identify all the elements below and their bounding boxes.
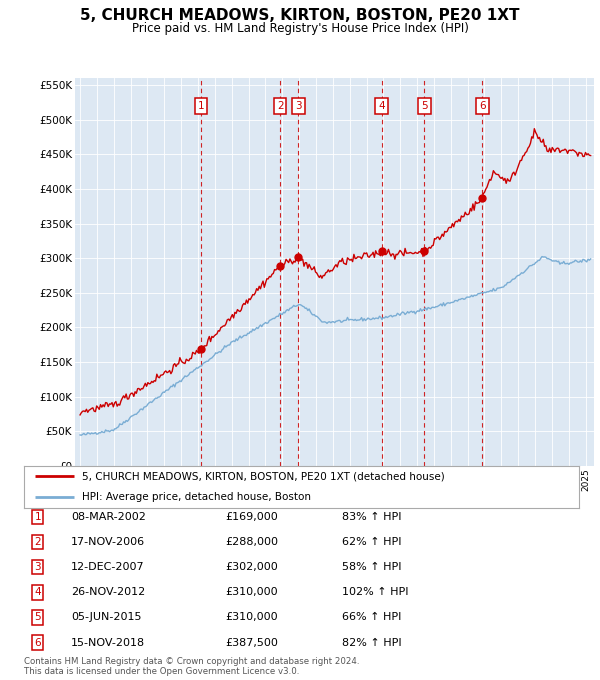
Text: 102% ↑ HPI: 102% ↑ HPI	[342, 588, 409, 597]
Text: 15-NOV-2018: 15-NOV-2018	[71, 638, 145, 647]
Text: 2: 2	[34, 537, 41, 547]
Text: £310,000: £310,000	[225, 613, 278, 622]
Text: 1: 1	[34, 512, 41, 522]
Text: 5: 5	[421, 101, 428, 111]
Text: 83% ↑ HPI: 83% ↑ HPI	[342, 512, 401, 522]
Text: Contains HM Land Registry data © Crown copyright and database right 2024.: Contains HM Land Registry data © Crown c…	[24, 658, 359, 666]
Text: Price paid vs. HM Land Registry's House Price Index (HPI): Price paid vs. HM Land Registry's House …	[131, 22, 469, 35]
Text: 6: 6	[479, 101, 486, 111]
Text: 05-JUN-2015: 05-JUN-2015	[71, 613, 142, 622]
Text: £387,500: £387,500	[225, 638, 278, 647]
Text: 26-NOV-2012: 26-NOV-2012	[71, 588, 145, 597]
Text: 6: 6	[34, 638, 41, 647]
Text: 2: 2	[277, 101, 284, 111]
Text: 82% ↑ HPI: 82% ↑ HPI	[342, 638, 401, 647]
Text: 17-NOV-2006: 17-NOV-2006	[71, 537, 145, 547]
Text: 5, CHURCH MEADOWS, KIRTON, BOSTON, PE20 1XT: 5, CHURCH MEADOWS, KIRTON, BOSTON, PE20 …	[80, 8, 520, 23]
Text: 12-DEC-2007: 12-DEC-2007	[71, 562, 145, 572]
Text: 3: 3	[34, 562, 41, 572]
Text: £310,000: £310,000	[225, 588, 278, 597]
Text: £169,000: £169,000	[225, 512, 278, 522]
Text: 58% ↑ HPI: 58% ↑ HPI	[342, 562, 401, 572]
Text: 08-MAR-2002: 08-MAR-2002	[71, 512, 146, 522]
Text: 3: 3	[295, 101, 302, 111]
Text: £302,000: £302,000	[225, 562, 278, 572]
Text: This data is licensed under the Open Government Licence v3.0.: This data is licensed under the Open Gov…	[24, 667, 299, 676]
Text: 1: 1	[198, 101, 205, 111]
Text: 5, CHURCH MEADOWS, KIRTON, BOSTON, PE20 1XT (detached house): 5, CHURCH MEADOWS, KIRTON, BOSTON, PE20 …	[82, 471, 445, 481]
Text: 66% ↑ HPI: 66% ↑ HPI	[342, 613, 401, 622]
Text: 62% ↑ HPI: 62% ↑ HPI	[342, 537, 401, 547]
Text: £288,000: £288,000	[225, 537, 278, 547]
Text: 5: 5	[34, 613, 41, 622]
Text: 4: 4	[34, 588, 41, 597]
Text: 4: 4	[379, 101, 385, 111]
Text: HPI: Average price, detached house, Boston: HPI: Average price, detached house, Bost…	[82, 492, 311, 503]
